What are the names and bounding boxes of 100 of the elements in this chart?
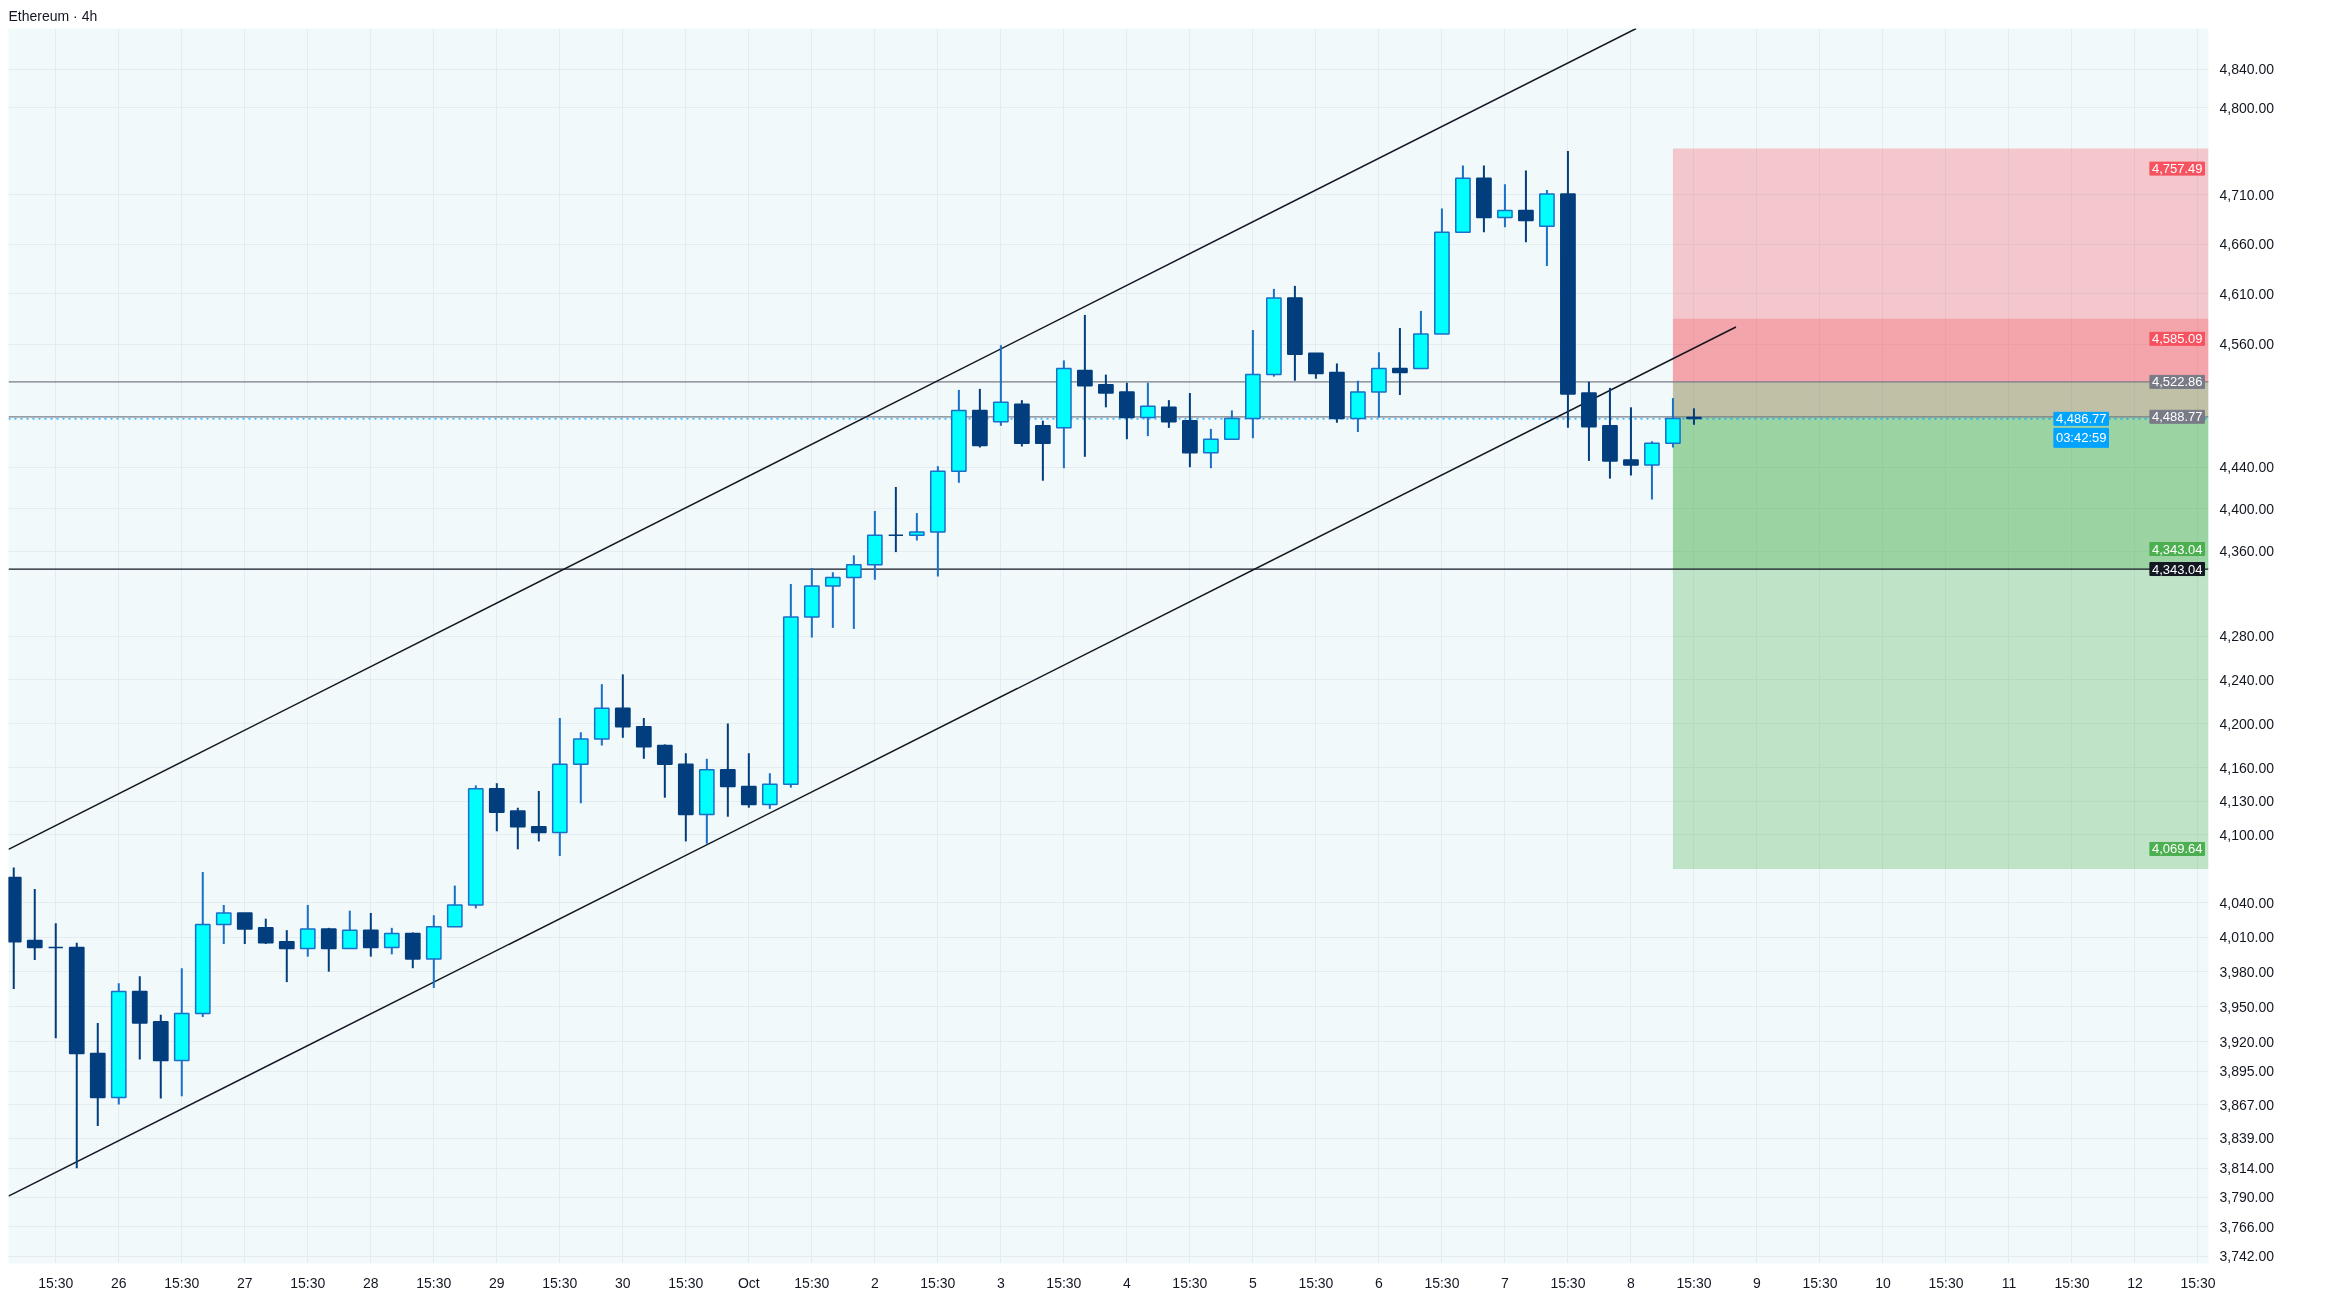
y-tick-label: 3,814.00 [2219, 1160, 2275, 1177]
y-tick-label: 4,610.00 [2219, 285, 2275, 302]
candlestick [278, 929, 295, 984]
y-tick-label: 4,440.00 [2219, 459, 2275, 476]
candlestick [509, 806, 526, 851]
candlestick [887, 485, 904, 554]
x-tick-label: 26 [110, 1274, 127, 1291]
annotation: 03:42:59 [2055, 430, 2107, 446]
candlestick [1139, 381, 1156, 438]
x-tick-label: 4 [1122, 1274, 1131, 1291]
candlestick [1518, 169, 1534, 244]
candlestick [47, 922, 64, 1040]
y-tick-label: 4,710.00 [2219, 186, 2275, 203]
y-tick-label: 4,280.00 [2219, 628, 2275, 645]
y-tick-label: 4,040.00 [2219, 894, 2275, 911]
candlestick [215, 903, 232, 945]
candlestick [236, 911, 253, 945]
candlestick [824, 571, 841, 629]
x-tick-label: 15:30 [1172, 1274, 1208, 1291]
x-tick-label: 2 [870, 1274, 879, 1291]
y-tick-label: 3,790.00 [2219, 1189, 2275, 1206]
x-tick-label: 15:30 [1046, 1274, 1082, 1291]
x-tick-label: 15:30 [1802, 1274, 1838, 1291]
candlestick [1097, 373, 1114, 409]
x-tick-label: 15:30 [38, 1274, 74, 1291]
band-label: 4,343.04 [2151, 561, 2203, 577]
y-tick-label: 4,840.00 [2219, 61, 2275, 78]
y-tick-label: 4,130.00 [2219, 793, 2275, 810]
x-tick-label: 11 [2001, 1274, 2017, 1291]
y-tick-label: 4,360.00 [2219, 543, 2275, 560]
y-tick-label: 4,400.00 [2219, 500, 2275, 517]
y-tick-label: 3,980.00 [2219, 963, 2275, 980]
candlestick [299, 903, 316, 958]
y-tick-label: 4,010.00 [2219, 929, 2275, 946]
candlestick [1392, 327, 1408, 397]
candlestick [1224, 409, 1240, 441]
x-tick-label: Oct [737, 1274, 760, 1291]
y-tick-label: 4,660.00 [2219, 236, 2275, 253]
y-tick-label: 4,560.00 [2219, 336, 2275, 353]
candlestick [992, 344, 1009, 427]
y-tick-label: 4,240.00 [2219, 671, 2275, 688]
candlestick [635, 717, 652, 760]
candlestick [1034, 419, 1051, 482]
x-tick-label: 15:30 [1550, 1274, 1586, 1291]
x-tick-label: 9 [1753, 1274, 1762, 1291]
candlestick [656, 743, 673, 799]
x-tick-label: 12 [2127, 1274, 2143, 1291]
candlestick [1076, 313, 1093, 458]
x-tick-label: 15:30 [794, 1274, 830, 1291]
candlestick [257, 917, 274, 945]
x-tick-label: 15:30 [542, 1274, 578, 1291]
candlestick [1371, 351, 1387, 419]
candlestick [740, 752, 757, 809]
candlestick [1308, 352, 1324, 380]
ref-line-label: 4,522.86 [2151, 374, 2203, 390]
band-label: 4,585.09 [2151, 331, 2203, 347]
x-tick-label: 15:30 [416, 1274, 452, 1291]
candlestick [1644, 440, 1660, 501]
x-tick-label: 30 [615, 1274, 631, 1291]
ref-line-label: 4,488.77 [2151, 409, 2203, 425]
y-tick-label: 4,100.00 [2219, 826, 2275, 843]
x-tick-label: 15:30 [2180, 1274, 2216, 1291]
y-tick-label: 3,839.00 [2219, 1130, 2275, 1147]
candlestick [1203, 427, 1219, 470]
x-tick-label: 15:30 [668, 1274, 704, 1291]
candlestick [530, 789, 547, 843]
candlestick [341, 909, 358, 950]
candlestick [26, 887, 43, 962]
ref-line-label: 4,486.77 [2055, 411, 2107, 427]
x-tick-label: 15:30 [2054, 1274, 2090, 1291]
x-tick-label: 8 [1627, 1274, 1636, 1291]
candlestick [1160, 399, 1177, 429]
candlestick [845, 554, 862, 630]
x-tick-label: 15:30 [164, 1274, 200, 1291]
candlestick [908, 512, 925, 542]
candlestick [383, 926, 400, 956]
x-tick-label: 27 [236, 1274, 253, 1291]
candlestick [320, 926, 337, 973]
y-tick-label: 3,766.00 [2219, 1218, 2275, 1235]
x-tick-label: 15:30 [1676, 1274, 1712, 1291]
y-tick-label: 3,867.00 [2219, 1096, 2275, 1113]
x-tick-label: 3 [996, 1274, 1005, 1291]
candlestick [362, 911, 379, 958]
candlestick [614, 673, 631, 739]
candlestick [1497, 183, 1513, 229]
candlestick [719, 722, 736, 818]
band-label: 4,757.49 [2151, 161, 2203, 177]
x-tick-label: 15:30 [1424, 1274, 1460, 1291]
x-tick-label: 15:30 [1928, 1274, 1964, 1291]
candlestick [488, 782, 505, 833]
candlestick [446, 884, 463, 928]
x-tick-label: 15:30 [290, 1274, 326, 1291]
x-tick-label: 6 [1375, 1274, 1384, 1291]
x-tick-label: 15:30 [1298, 1274, 1334, 1291]
x-tick-label: 29 [489, 1274, 505, 1291]
y-tick-label: 4,160.00 [2219, 759, 2275, 776]
candlestick [1623, 406, 1639, 477]
x-tick-label: 10 [1875, 1274, 1891, 1291]
band-label: 4,069.64 [2151, 841, 2203, 857]
x-tick-label: 5 [1249, 1274, 1257, 1291]
